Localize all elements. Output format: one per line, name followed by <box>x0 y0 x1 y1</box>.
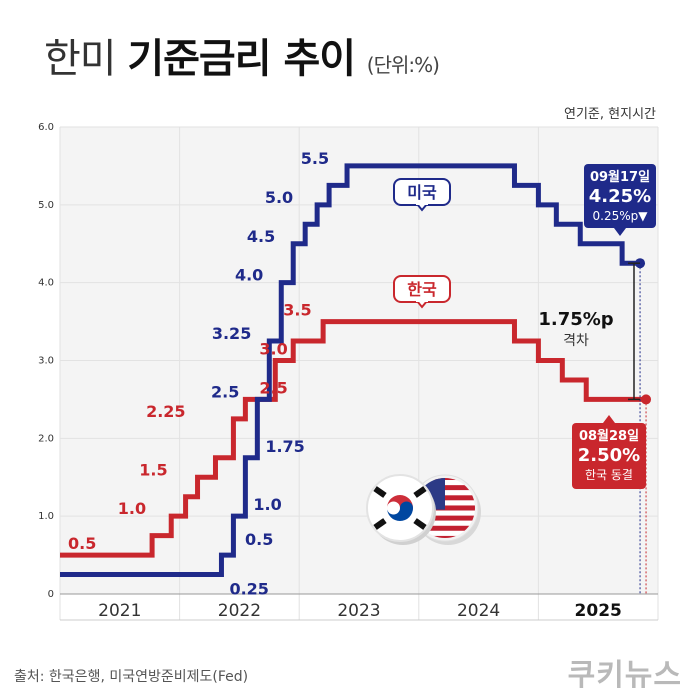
data-label-kr: 2.25 <box>146 402 185 421</box>
kr-callout-change: 한국 동결 <box>585 468 633 482</box>
basis-note: 연기준, 현지시간 <box>564 107 656 122</box>
y-tick-label: 4.0 <box>38 278 54 289</box>
kr-flag-taeguk-blue <box>387 501 413 521</box>
kr-tag-text: 한국 <box>407 280 437 299</box>
kr-flag-trigram <box>373 486 387 498</box>
kr-callout-box <box>572 423 646 489</box>
y-tick-label: 1.0 <box>38 511 54 522</box>
gap-value: 1.75%p <box>538 309 613 330</box>
us-callout-pointer <box>614 228 626 236</box>
us-flag-stripe <box>415 535 475 538</box>
data-label-kr: 0.5 <box>68 534 96 553</box>
y-tick-label: 5.0 <box>38 200 54 211</box>
x-tick-label: 2022 <box>218 601 261 621</box>
data-label-us: 0.5 <box>245 530 273 549</box>
data-label-us: 4.5 <box>247 227 275 246</box>
data-label-us: 1.0 <box>253 495 281 514</box>
us-flag-stripe <box>415 530 475 536</box>
us-tag-pointer <box>416 203 428 212</box>
us-flag-stripe <box>415 525 475 531</box>
data-label-kr: 1.0 <box>118 499 146 518</box>
chart-title: 한미 기준금리 추이 (단위:%) <box>44 26 440 84</box>
y-tick-label: 3.0 <box>38 356 54 367</box>
us-callout-value: 4.25% <box>589 186 651 207</box>
x-tick-label: 2025 <box>575 601 622 621</box>
rate-chart: 0 1.0 2.0 3.0 4.0 5.0 6.0 2021 2022 2023 2024 2025 0… <box>38 122 659 621</box>
y-tick-label: 0 <box>48 589 54 600</box>
us-tag-pointer-mask <box>416 202 428 205</box>
source-note: 출처: 한국은행, 미국연방준비제도(Fed) <box>14 669 249 685</box>
kr-flag-trigram <box>413 486 427 498</box>
x-tick-label: 2021 <box>98 601 141 621</box>
kr-callout-value: 2.50% <box>578 445 640 466</box>
data-label-us: 5.5 <box>301 149 329 168</box>
data-label-kr: 1.5 <box>139 460 167 479</box>
us-flag-stripe <box>415 520 475 526</box>
title-part2: 기준금리 추이 <box>127 36 356 82</box>
data-label-kr: 3.5 <box>283 301 311 320</box>
us-flag-stripe <box>415 515 475 521</box>
series-line-us <box>60 163 641 578</box>
data-label-us: 1.75 <box>265 437 304 456</box>
kr-callout-date: 08월28일 <box>579 428 639 444</box>
data-label-us: 3.25 <box>212 324 251 343</box>
kr-tag-pointer-mask <box>416 299 428 302</box>
us-flag-stripe <box>415 510 475 516</box>
title-unit: (단위:%) <box>366 53 440 77</box>
gap-label: 격차 <box>563 333 589 349</box>
us-callout-box <box>584 164 656 228</box>
x-tick-label: 2023 <box>337 601 380 621</box>
data-label-us: 4.0 <box>235 266 263 285</box>
x-axis-band <box>60 594 658 620</box>
data-label-kr: 2.5 <box>259 378 287 397</box>
data-label-us: 5.0 <box>265 188 293 207</box>
series-line-kr <box>60 319 647 558</box>
us-callout-change: 0.25%p▼ <box>593 209 649 223</box>
kr-flag-trigram <box>413 518 427 530</box>
us-callout-date: 09월17일 <box>590 169 650 185</box>
kr-callout-pointer <box>603 415 615 423</box>
publisher-logo: 쿠키뉴스 <box>567 658 682 693</box>
us-tag-text: 미국 <box>407 183 437 202</box>
title-part1: 한미 <box>44 36 117 82</box>
y-tick-label: 2.0 <box>38 433 54 444</box>
kr-flag-trigram <box>373 518 387 530</box>
kr-tag-pointer <box>416 300 428 309</box>
y-tick-label: 6.0 <box>38 122 54 133</box>
data-label-us: 0.25 <box>229 580 268 599</box>
data-label-us: 2.5 <box>211 382 239 401</box>
x-tick-label: 2024 <box>457 601 500 621</box>
data-label-kr: 3.0 <box>259 340 287 359</box>
